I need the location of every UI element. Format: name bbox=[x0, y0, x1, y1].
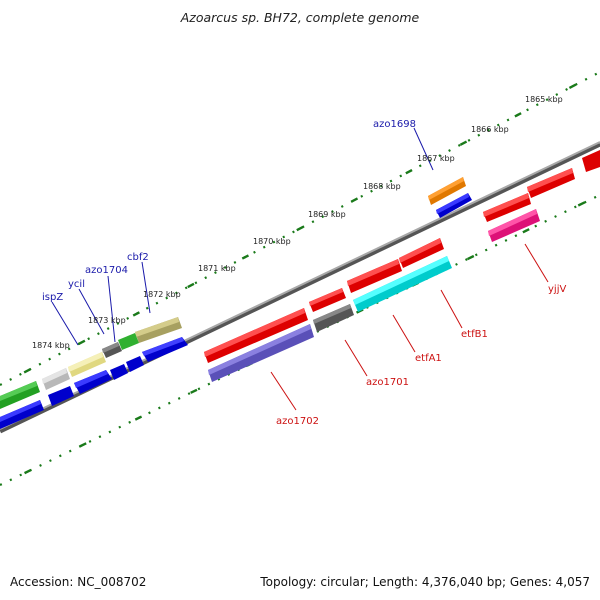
scale-label-1865: 1865 kbp bbox=[525, 95, 563, 104]
scale-label-1868: 1868 kbp bbox=[363, 182, 401, 191]
leader-ispZ bbox=[51, 301, 79, 346]
leader-azo1698 bbox=[413, 127, 434, 171]
scale-label-1873: 1873 kbp bbox=[88, 316, 126, 325]
gene-label-azo1698[interactable]: azo1698 bbox=[373, 119, 416, 130]
outer-scale-track bbox=[0, 71, 600, 386]
major-ticks bbox=[23, 83, 577, 374]
gene-blue-7[interactable] bbox=[0, 400, 44, 429]
scale-label-1869: 1869 kbp bbox=[308, 210, 346, 219]
scale-label-1866: 1866 kbp bbox=[471, 125, 509, 134]
label-leader-lines bbox=[51, 127, 549, 411]
gene-blue-5[interactable] bbox=[74, 370, 112, 394]
outer-tick-9 bbox=[514, 112, 522, 118]
map-title: Azoarcus sp. BH72, complete genome bbox=[180, 10, 420, 25]
scale-label-1872: 1872 kbp bbox=[143, 290, 181, 299]
scale-label-1874: 1874 kbp bbox=[32, 341, 70, 350]
gene-label-ycil[interactable]: ycil bbox=[68, 279, 85, 290]
gene-label-etfB1[interactable]: etfB1 bbox=[461, 329, 488, 340]
outer-tick-3 bbox=[187, 282, 195, 289]
inner-tick-10 bbox=[577, 201, 586, 207]
gene-red-f[interactable] bbox=[204, 308, 308, 363]
gene-blue-1[interactable] bbox=[436, 193, 472, 218]
gene-red-d[interactable] bbox=[347, 259, 402, 293]
reverse-genes bbox=[204, 150, 600, 382]
gene-olive[interactable] bbox=[135, 317, 182, 343]
gene-red-c[interactable] bbox=[399, 238, 444, 268]
gene-pink[interactable] bbox=[488, 209, 540, 242]
scale-label-1870: 1870 kbp bbox=[253, 237, 291, 246]
outer-tick-4 bbox=[241, 254, 250, 260]
leader-cbf2 bbox=[141, 261, 151, 314]
gene-purple[interactable] bbox=[208, 324, 314, 382]
outer-tick-6 bbox=[350, 197, 359, 203]
gene-blue-3[interactable] bbox=[126, 356, 144, 372]
gene-dark-gray-small[interactable] bbox=[102, 342, 122, 358]
outer-tick-7 bbox=[405, 168, 413, 175]
topology-text: Topology: circular; Length: 4,376,040 bp… bbox=[260, 575, 590, 589]
outer-tick-8 bbox=[459, 140, 468, 146]
gene-label-cbf2[interactable]: cbf2 bbox=[127, 252, 149, 263]
leader-etfA1 bbox=[392, 314, 416, 353]
gene-light-gray[interactable] bbox=[42, 368, 70, 390]
accession-text: Accession: NC_008702 bbox=[10, 575, 147, 589]
leader-azo1702 bbox=[270, 371, 297, 411]
leader-ycil bbox=[78, 288, 105, 335]
scale-label-1871: 1871 kbp bbox=[198, 264, 236, 273]
leader-azo1701 bbox=[344, 339, 368, 377]
leader-azo1704 bbox=[107, 275, 116, 343]
gene-label-ispZ[interactable]: ispZ bbox=[42, 292, 63, 303]
inner-tick-9 bbox=[522, 228, 530, 234]
outer-tick-2 bbox=[132, 311, 140, 317]
gene-label-etfA1[interactable]: etfA1 bbox=[415, 353, 442, 364]
inner-tick-0 bbox=[24, 469, 32, 475]
outer-tick-1 bbox=[78, 339, 86, 346]
inner-tick-3 bbox=[190, 388, 198, 394]
outer-tick-0 bbox=[23, 368, 31, 374]
gene-blue-6[interactable] bbox=[48, 386, 74, 406]
gene-yellow[interactable] bbox=[68, 352, 106, 377]
gene-labels: azo1698 cbf2 azo1704 ycil ispZ yjjV etfB… bbox=[42, 119, 566, 427]
outer-tick-5 bbox=[296, 225, 304, 232]
leader-etfB1 bbox=[440, 289, 463, 329]
scale-label-1867: 1867 kbp bbox=[417, 154, 455, 163]
gene-dark-gray[interactable] bbox=[313, 304, 354, 332]
inner-dotted-line bbox=[0, 194, 600, 486]
scale-labels: 1865 kbp 1866 kbp 1867 kbp 1868 kbp 1869… bbox=[32, 95, 563, 350]
leader-yjjV bbox=[524, 243, 549, 283]
gene-red-b[interactable] bbox=[483, 193, 531, 222]
gene-label-azo1702[interactable]: azo1702 bbox=[276, 416, 319, 427]
inner-tick-2 bbox=[134, 415, 143, 421]
gene-label-yjjV[interactable]: yjjV bbox=[548, 284, 566, 295]
forward-genes bbox=[0, 177, 472, 429]
gene-orange[interactable] bbox=[428, 177, 466, 205]
gene-green-large[interactable] bbox=[0, 381, 40, 409]
gene-blue-2[interactable] bbox=[142, 337, 188, 362]
gene-label-azo1704[interactable]: azo1704 bbox=[85, 265, 128, 276]
gene-green-small[interactable] bbox=[118, 333, 139, 350]
gene-label-azo1701[interactable]: azo1701 bbox=[366, 377, 409, 388]
gene-red-far-right[interactable] bbox=[582, 150, 600, 172]
inner-tick-8 bbox=[466, 254, 475, 261]
gene-blue-4[interactable] bbox=[110, 364, 128, 380]
inner-tick-1 bbox=[79, 442, 87, 448]
gene-red-a[interactable] bbox=[527, 168, 575, 198]
gene-cyan[interactable] bbox=[353, 256, 452, 312]
gene-red-e[interactable] bbox=[309, 288, 346, 312]
outer-tick-10 bbox=[568, 83, 577, 90]
